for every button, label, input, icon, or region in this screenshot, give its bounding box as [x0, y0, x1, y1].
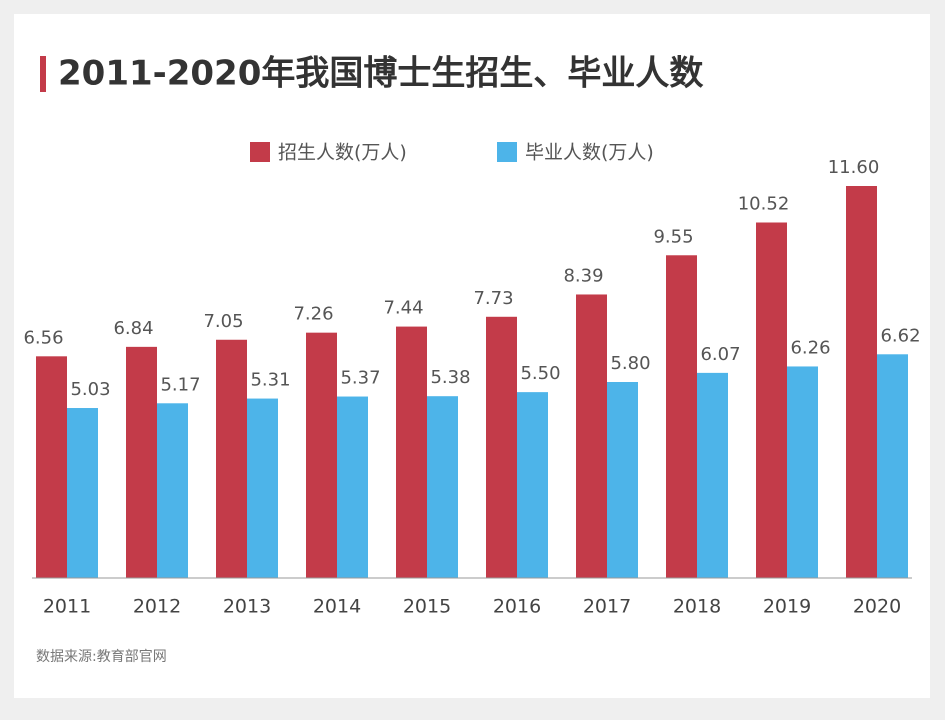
x-tick-label: 2017 [583, 596, 631, 618]
bar [247, 398, 278, 578]
x-tick-label: 2014 [313, 596, 361, 618]
value-label: 6.84 [113, 318, 153, 339]
value-label: 7.05 [203, 311, 243, 332]
x-tick-label: 2019 [763, 596, 811, 618]
bar [427, 396, 458, 578]
value-label: 7.44 [383, 298, 423, 319]
bar [697, 372, 728, 578]
bar [36, 356, 67, 578]
x-tick-label: 2020 [853, 596, 901, 618]
bar [306, 332, 337, 578]
value-label: 6.26 [790, 337, 830, 358]
bar [846, 186, 877, 578]
value-label: 6.62 [880, 325, 920, 346]
value-label: 5.37 [340, 368, 380, 389]
bar [607, 382, 638, 578]
x-tick-label: 2013 [223, 596, 271, 618]
bar [666, 255, 697, 578]
bar [486, 316, 517, 578]
value-label: 5.50 [520, 363, 560, 384]
bar [517, 392, 548, 578]
value-label: 10.52 [738, 193, 790, 214]
value-label: 5.31 [250, 370, 290, 391]
bar [216, 339, 247, 578]
value-label: 6.56 [23, 327, 63, 348]
source-note: 数据来源:教育部官网 [36, 649, 167, 665]
x-tick-label: 2018 [673, 596, 721, 618]
value-label: 5.03 [70, 379, 110, 400]
chart-title: 2011-2020年我国博士生招生、毕业人数 [58, 54, 703, 94]
bar [337, 396, 368, 578]
value-label: 5.17 [160, 374, 200, 395]
legend-swatch [497, 142, 517, 162]
bar [126, 346, 157, 578]
value-label: 5.80 [610, 353, 650, 374]
bar [157, 403, 188, 578]
title-marker [40, 56, 46, 92]
value-label: 9.55 [653, 226, 693, 247]
bar [396, 326, 427, 578]
legend-label: 毕业人数(万人) [525, 142, 654, 164]
value-label: 8.39 [563, 265, 603, 286]
bar [576, 294, 607, 578]
x-tick-label: 2011 [43, 596, 91, 618]
value-label: 5.38 [430, 367, 470, 388]
x-tick-label: 2016 [493, 596, 541, 618]
legend-label: 招生人数(万人) [278, 142, 407, 164]
value-label: 11.60 [828, 157, 880, 178]
value-label: 6.07 [700, 344, 740, 365]
legend-swatch [250, 142, 270, 162]
x-tick-label: 2012 [133, 596, 181, 618]
bar [67, 408, 98, 578]
bar [787, 366, 818, 578]
bar [877, 354, 908, 578]
value-label: 7.26 [293, 304, 333, 325]
bar [756, 222, 787, 578]
x-tick-label: 2015 [403, 596, 451, 618]
value-label: 7.73 [473, 288, 513, 309]
